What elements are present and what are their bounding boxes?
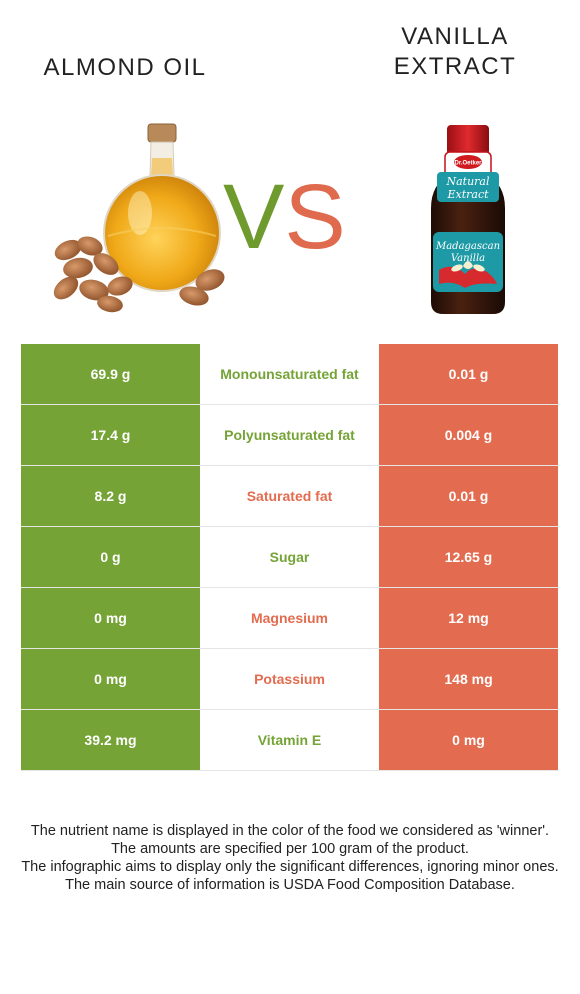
nutrient-row: 69.9 g Monounsaturated fat 0.01 g (21, 344, 558, 405)
vanilla-extract-value: 148 mg (379, 648, 558, 710)
vanilla-extract-value: 12 mg (379, 587, 558, 649)
almond-oil-image (53, 123, 225, 313)
vanilla-extract-value: 0.004 g (379, 404, 558, 466)
almond-oil-value: 0 mg (21, 587, 200, 649)
vs-v: V (223, 166, 285, 268)
nutrient-name: Saturated fat (200, 465, 379, 527)
nutrient-name: Polyunsaturated fat (200, 404, 379, 466)
nutrient-name: Magnesium (200, 587, 379, 649)
vanilla-label-line1: Natural (445, 175, 490, 188)
almond-oil-value: 0 mg (21, 648, 200, 710)
nutrient-row: 17.4 g Polyunsaturated fat 0.004 g (21, 404, 558, 466)
comparison-table: 69.9 g Monounsaturated fat 0.01 g 17.4 g Pol… (21, 344, 558, 771)
nutrient-row: 8.2 g Saturated fat 0.01 g (21, 465, 558, 527)
footnotes: The nutrient name is displayed in the co… (20, 822, 560, 894)
almond-oil-value: 39.2 mg (21, 709, 200, 771)
right-food-title: VANILLA EXTRACT (340, 22, 570, 82)
nutrient-row: 0 mg Magnesium 12 mg (21, 587, 558, 649)
almond-oil-value: 0 g (21, 526, 200, 588)
vanilla-label-line4: Vanilla (451, 253, 485, 264)
left-food-title: ALMOND OIL (43, 54, 207, 81)
vanilla-extract-value: 0 mg (379, 709, 558, 771)
footnote-line: The infographic aims to display only the… (21, 859, 559, 875)
almond-oil-value: 8.2 g (21, 465, 200, 527)
nutrient-name: Potassium (200, 648, 379, 710)
vanilla-extract-image: Dr.Oetker Natural Extract Madagascan Van… (431, 125, 505, 314)
vanilla-label-line3: Madagascan (435, 241, 500, 252)
vs-label: VS (223, 167, 346, 267)
vanilla-extract-value: 0.01 g (379, 465, 558, 527)
right-food-title-line1: VANILLA (401, 23, 509, 50)
vanilla-label-line2: Extract (446, 188, 489, 201)
vs-s: S (284, 166, 346, 268)
nutrient-name: Sugar (200, 526, 379, 588)
nutrient-name: Monounsaturated fat (200, 344, 379, 405)
right-food-title-line2: EXTRACT (393, 53, 517, 80)
vanilla-extract-value: 0.01 g (379, 344, 558, 405)
nutrient-row: 0 g Sugar 12.65 g (21, 526, 558, 588)
footnote-line: The amounts are specified per 100 gram o… (111, 841, 469, 857)
vanilla-extract-value: 12.65 g (379, 526, 558, 588)
almond-oil-value: 17.4 g (21, 404, 200, 466)
nutrient-name: Vitamin E (200, 709, 379, 771)
footnote-line: The nutrient name is displayed in the co… (30, 823, 550, 839)
almond-oil-value: 69.9 g (21, 344, 200, 405)
footnote-line: The main source of information is USDA F… (65, 877, 515, 893)
nutrient-row: 0 mg Potassium 148 mg (21, 648, 558, 710)
vanilla-label-brand: Dr.Oetker (454, 161, 482, 167)
